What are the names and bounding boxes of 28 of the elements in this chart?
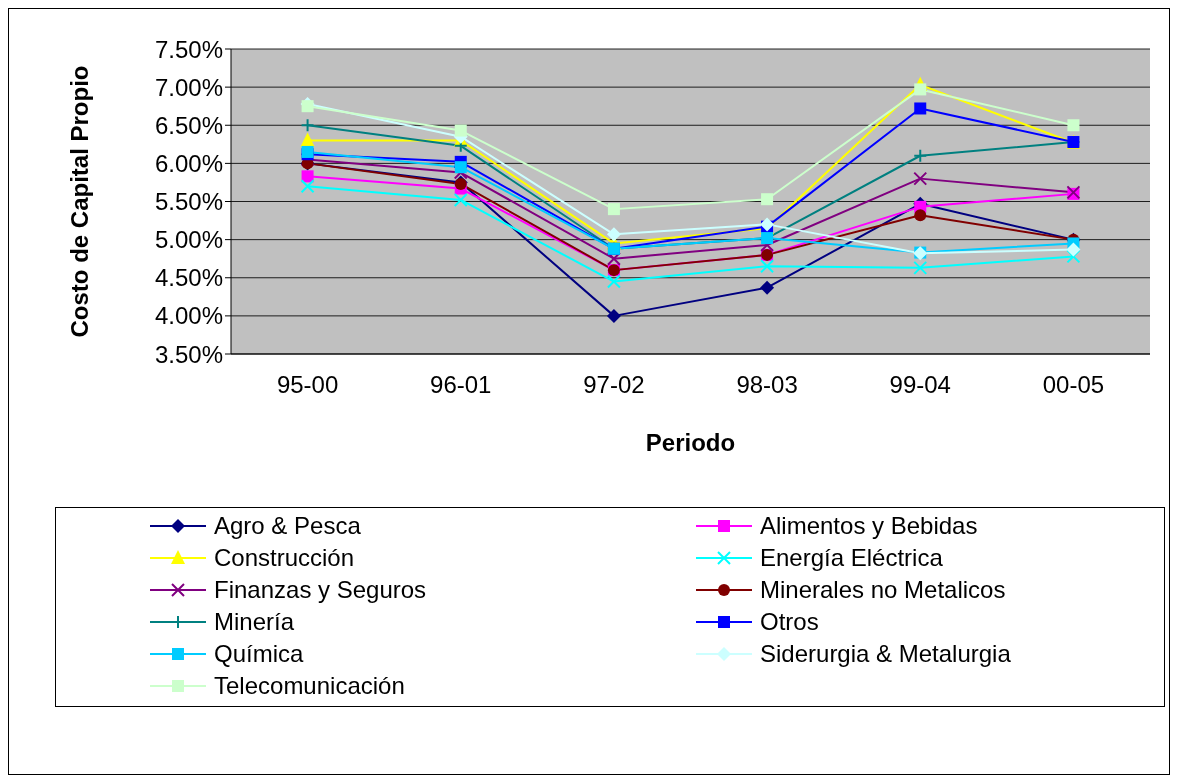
x-tick-label: 99-04 <box>889 371 951 399</box>
y-tick-label: 4.00% <box>154 302 223 330</box>
x-tick-label: 00-05 <box>1042 371 1105 399</box>
legend-label: Minerales no Metalicos <box>760 576 1006 604</box>
x-tick-label: 98-03 <box>736 371 798 399</box>
y-tick-label: 4.50% <box>154 264 223 292</box>
x-tick-label: 96-01 <box>430 371 492 399</box>
x-axis-title: Periodo <box>645 429 736 456</box>
y-tick-label: 5.50% <box>154 188 223 216</box>
legend-label: Construcción <box>214 544 355 572</box>
legend-label: Telecomunicación <box>214 672 405 700</box>
y-axis-title: Costo de Capital Propio <box>65 65 93 338</box>
y-tick-label: 6.50% <box>154 111 223 139</box>
x-tick-label: 97-02 <box>583 371 645 399</box>
legend-label: Alimentos y Bebidas <box>760 512 978 540</box>
y-tick-label: 7.50% <box>154 35 223 63</box>
legend-label: Minería <box>214 608 295 636</box>
legend-label: Siderurgia & Metalurgia <box>760 640 1011 668</box>
legend-label: Agro & Pesca <box>214 512 361 540</box>
legend-label: Finanzas y Seguros <box>214 576 427 604</box>
y-tick-label: 7.00% <box>154 73 223 101</box>
y-tick-label: 6.00% <box>154 149 223 177</box>
legend-label: Química <box>214 640 304 668</box>
x-tick-label: 95-00 <box>276 371 339 399</box>
legend-label: Otros <box>760 608 819 636</box>
y-tick-label: 5.00% <box>154 226 223 254</box>
legend-label: Energía Eléctrica <box>760 544 943 572</box>
y-tick-label: 3.50% <box>154 340 223 368</box>
